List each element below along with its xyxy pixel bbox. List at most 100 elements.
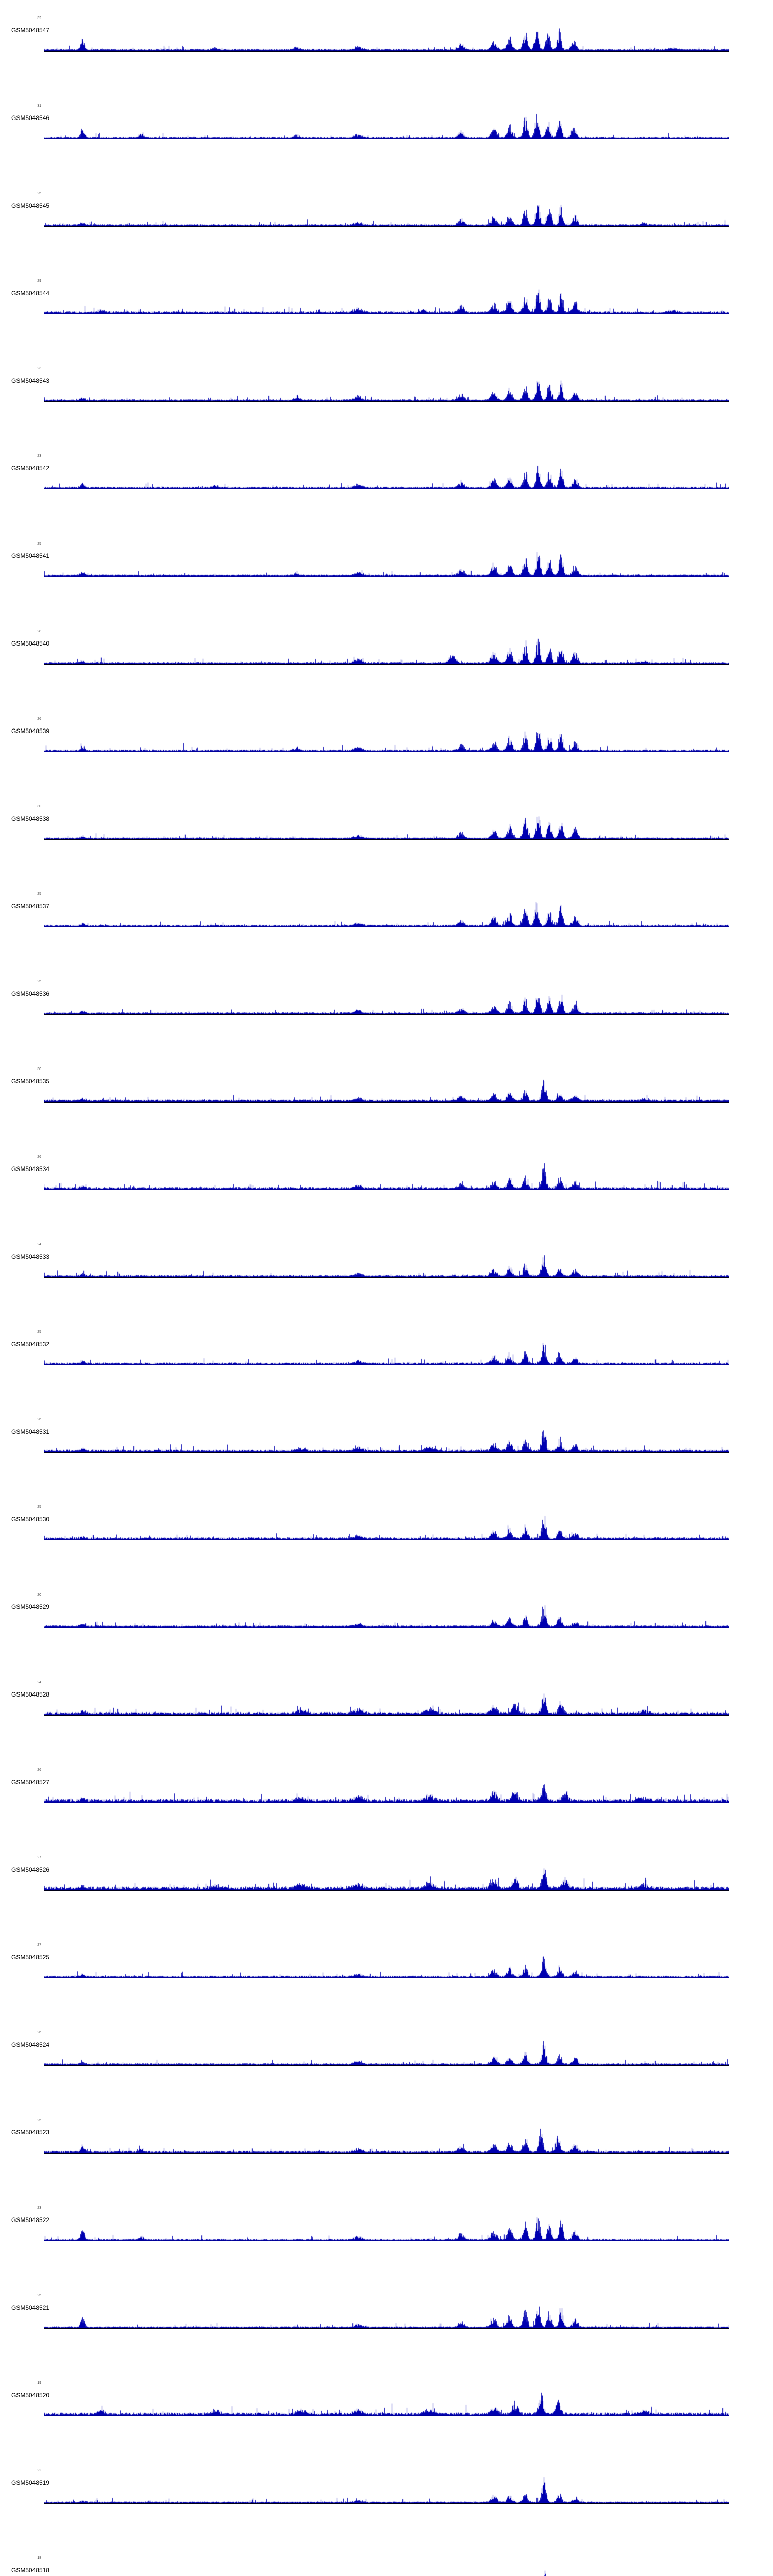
track-sample-label: GSM5048546 [11, 114, 50, 122]
signal-tracks-panel: GSM5048547 32 GSM5048546 31 GSM5048545 2… [0, 13, 773, 2576]
track-ymax-value: 25 [37, 192, 41, 195]
track-signal-plot [44, 373, 729, 402]
track-sample-label: GSM5048520 [11, 2392, 50, 2399]
track-signal-plot [44, 1336, 729, 1365]
track-signal-plot [44, 2475, 729, 2504]
track-signal-plot [44, 1249, 729, 1278]
track-signal-plot [44, 1512, 729, 1540]
track-signal-plot [44, 2212, 729, 2241]
track-ymax-value: 27 [37, 1943, 41, 1947]
track-sample-label: GSM5048522 [11, 2216, 50, 2224]
track-ymax-value: 20 [37, 1593, 41, 1597]
track-sample-label: GSM5048538 [11, 815, 50, 822]
track-sample-label: GSM5048532 [11, 1341, 50, 1348]
track-ymax-value: 25 [37, 542, 41, 546]
track-ymax-value: 24 [37, 1243, 41, 1246]
track-ymax-value: 25 [37, 1330, 41, 1334]
track-ymax-value: 26 [37, 717, 41, 721]
signal-track-row: GSM5048524 26 [0, 2028, 773, 2115]
track-ymax-value: 26 [37, 1418, 41, 1421]
track-ymax-value: 31 [37, 104, 41, 108]
signal-track-row: GSM5048541 25 [0, 539, 773, 626]
signal-track-row: GSM5048519 22 [0, 2466, 773, 2553]
track-sample-label: GSM5048545 [11, 202, 50, 209]
track-ymax-value: 26 [37, 1155, 41, 1159]
track-signal-plot [44, 548, 729, 577]
track-signal-plot [44, 2300, 729, 2329]
signal-track-row: GSM5048529 20 [0, 1590, 773, 1677]
signal-track-row: GSM5048531 26 [0, 1415, 773, 1502]
track-sample-label: GSM5048523 [11, 2129, 50, 2136]
signal-track-row: GSM5048542 23 [0, 451, 773, 539]
signal-track-row: GSM5048538 30 [0, 802, 773, 889]
signal-track-row: GSM5048521 25 [0, 2291, 773, 2378]
track-ymax-value: 27 [37, 1856, 41, 1859]
track-ymax-value: 25 [37, 2119, 41, 2122]
track-signal-plot [44, 2037, 729, 2066]
track-sample-label: GSM5048536 [11, 990, 50, 997]
track-ymax-value: 32 [37, 16, 41, 20]
track-signal-plot [44, 1950, 729, 1978]
track-sample-label: GSM5048540 [11, 640, 50, 647]
signal-track-row: GSM5048540 28 [0, 626, 773, 714]
signal-track-row: GSM5048535 30 [0, 1064, 773, 1152]
track-ymax-value: 25 [37, 1505, 41, 1509]
track-ymax-value: 22 [37, 2469, 41, 2472]
track-sample-label: GSM5048544 [11, 290, 50, 297]
track-signal-plot [44, 723, 729, 752]
track-sample-label: GSM5048541 [11, 552, 50, 560]
track-sample-label: GSM5048519 [11, 2479, 50, 2486]
track-sample-label: GSM5048521 [11, 2304, 50, 2311]
track-signal-plot [44, 811, 729, 840]
track-sample-label: GSM5048537 [11, 903, 50, 910]
track-sample-label: GSM5048518 [11, 2567, 50, 2574]
track-signal-plot [44, 1599, 729, 1628]
signal-track-row: GSM5048523 25 [0, 2115, 773, 2203]
signal-track-row: GSM5048527 26 [0, 1765, 773, 1853]
signal-track-row: GSM5048525 27 [0, 1940, 773, 2028]
track-signal-plot [44, 2387, 729, 2416]
track-ymax-value: 26 [37, 1768, 41, 1772]
track-sample-label: GSM5048526 [11, 1866, 50, 1873]
track-sample-label: GSM5048543 [11, 377, 50, 384]
track-signal-plot [44, 110, 729, 139]
track-ymax-value: 23 [37, 367, 41, 370]
track-signal-plot [44, 1687, 729, 1716]
track-sample-label: GSM5048531 [11, 1428, 50, 1435]
signal-track-row: GSM5048528 24 [0, 1677, 773, 1765]
signal-track-row: GSM5048544 29 [0, 276, 773, 364]
track-ymax-value: 28 [37, 630, 41, 633]
track-sample-label: GSM5048533 [11, 1253, 50, 1260]
track-signal-plot [44, 1424, 729, 1453]
signal-track-row: GSM5048546 31 [0, 101, 773, 189]
track-signal-plot [44, 285, 729, 314]
signal-track-row: GSM5048534 26 [0, 1152, 773, 1240]
track-signal-plot [44, 636, 729, 665]
track-signal-plot [44, 1074, 729, 1103]
track-sample-label: GSM5048527 [11, 1778, 50, 1786]
signal-track-row: GSM5048539 26 [0, 714, 773, 802]
signal-track-row: GSM5048520 19 [0, 2378, 773, 2466]
track-signal-plot [44, 23, 729, 52]
track-sample-label: GSM5048528 [11, 1691, 50, 1698]
track-ymax-value: 19 [37, 2381, 41, 2385]
track-ymax-value: 23 [37, 2206, 41, 2210]
track-signal-plot [44, 198, 729, 227]
track-ymax-value: 29 [37, 279, 41, 283]
signal-track-row: GSM5048545 25 [0, 189, 773, 276]
track-ymax-value: 26 [37, 2031, 41, 2035]
track-ymax-value: 30 [37, 805, 41, 808]
track-ymax-value: 25 [37, 892, 41, 896]
track-signal-plot [44, 1161, 729, 1190]
track-sample-label: GSM5048524 [11, 2041, 50, 2048]
signal-track-row: GSM5048537 25 [0, 889, 773, 977]
track-signal-plot [44, 2125, 729, 2154]
track-sample-label: GSM5048547 [11, 27, 50, 34]
track-signal-plot [44, 461, 729, 489]
track-ymax-value: 30 [37, 1067, 41, 1071]
signal-track-row: GSM5048518 18 [0, 2553, 773, 2576]
track-sample-label: GSM5048535 [11, 1078, 50, 1085]
track-signal-plot [44, 899, 729, 927]
track-sample-label: GSM5048534 [11, 1165, 50, 1173]
